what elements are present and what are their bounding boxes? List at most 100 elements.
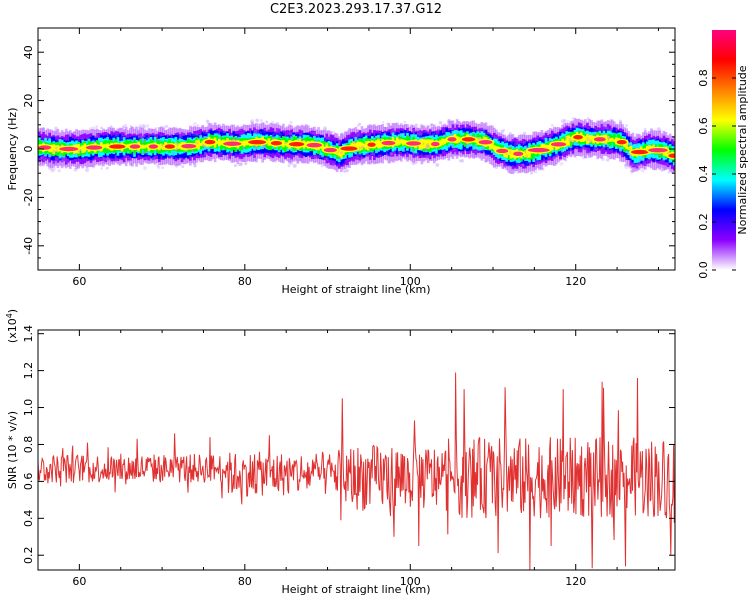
spectrogram-speckle — [76, 163, 80, 167]
spectrogram-speckle — [421, 136, 425, 139]
spectrogram-speckle — [510, 167, 514, 171]
spectrogram-speckle — [311, 131, 316, 136]
spectrogram-speckle — [619, 148, 623, 153]
spectrogram-speckle — [609, 119, 613, 122]
spectrogram-speckle — [42, 126, 45, 130]
colorbar: 0.0 0.2 0.4 0.6 0.8 Normalized spectral ampl… — [697, 30, 749, 279]
spectrogram-speckle — [252, 158, 257, 163]
spectrogram-speckle — [318, 154, 322, 158]
spectrogram-peak — [223, 141, 242, 146]
spectrogram-speckle — [450, 127, 454, 131]
spectrogram-cell — [342, 149, 345, 156]
spectrogram-speckle — [597, 123, 602, 128]
spectrogram-speckle — [555, 153, 560, 158]
spectrogram-speckle — [525, 161, 529, 165]
spectrogram-speckle — [139, 135, 143, 138]
spectrogram-speckle — [636, 162, 641, 167]
spectrogram-speckle — [146, 137, 149, 140]
spectrogram-speckle — [355, 155, 360, 160]
spectrogram-speckle — [667, 171, 671, 174]
spectrogram-cell — [284, 142, 287, 146]
spectrogram-speckle — [419, 123, 424, 128]
spectrogram-speckle — [484, 131, 488, 136]
spectrogram-speckle — [412, 151, 416, 155]
spectrogram-speckle — [633, 141, 636, 145]
spectrogram-speckle — [568, 139, 572, 143]
spectrogram-speckle — [487, 154, 491, 158]
spectrogram-speckle — [559, 128, 563, 132]
spectrogram-speckle — [141, 124, 146, 129]
spectrogram-speckle — [635, 164, 639, 168]
spectrogram-speckle — [596, 123, 600, 126]
spectrogram-speckle — [536, 164, 541, 168]
spectrogram-speckle — [630, 170, 634, 174]
spectrogram-speckle — [204, 135, 209, 139]
spectrogram-speckle — [638, 134, 642, 138]
spectrogram-cell — [337, 150, 341, 157]
spectrogram-speckle — [585, 137, 590, 141]
spectrogram-speckle — [358, 134, 362, 138]
spectrogram-speckle — [451, 144, 454, 148]
spectrogram-cell — [141, 144, 145, 149]
spectrogram-speckle — [261, 145, 265, 150]
y-tick-label: 20 — [22, 94, 35, 108]
spectrogram-speckle — [402, 124, 407, 128]
spectrogram-speckle — [509, 144, 513, 148]
bottom-y-axis: 0.2 0.4 0.6 0.8 1.0 1.2 1.4 — [22, 325, 675, 564]
spectrogram-speckle — [647, 157, 651, 160]
spectrogram-speckle — [276, 149, 281, 153]
spectrogram-speckle — [429, 123, 434, 127]
spectrogram-speckle — [50, 168, 55, 173]
spectrogram-speckle — [658, 153, 662, 158]
spectrogram-speckle — [161, 166, 165, 170]
spectrogram-speckle — [254, 146, 258, 150]
spectrogram-speckle — [165, 158, 168, 162]
spectrogram-speckle — [471, 131, 475, 135]
spectrogram-speckle — [412, 132, 416, 136]
spectrogram-cell — [397, 138, 401, 146]
spectrogram-speckle — [73, 167, 78, 172]
spectrogram-speckle — [54, 126, 58, 131]
spectrogram-speckle — [250, 119, 255, 124]
spectrogram-speckle — [438, 121, 443, 125]
spectrogram-speckle — [541, 167, 545, 171]
spectrogram-peak — [340, 146, 358, 151]
spectrogram-speckle — [157, 165, 161, 169]
spectrogram-speckle — [581, 155, 586, 160]
spectrogram-speckle — [503, 164, 507, 168]
spectrogram-speckle — [624, 131, 629, 136]
spectrogram-speckle — [288, 132, 292, 136]
spectrogram-peak — [164, 144, 175, 149]
spectrogram-speckle — [656, 164, 660, 168]
spectrogram-speckle — [84, 150, 88, 154]
spectrogram-speckle — [513, 142, 518, 147]
spectrogram-speckle — [402, 131, 407, 135]
spectrogram-speckle — [48, 166, 52, 170]
spectrogram-cell — [395, 137, 399, 146]
snr-panel: 60 80 100 120 0.2 0.4 0.6 0.8 1.0 1.2 1.4 Height … — [5, 309, 676, 596]
spectrogram-speckle — [599, 145, 603, 149]
spectrogram-speckle — [184, 159, 189, 163]
spectrogram-speckle — [640, 168, 645, 173]
spectrogram-speckle — [560, 119, 565, 124]
spectrogram-speckle — [299, 133, 303, 137]
spectrogram-speckle — [374, 136, 378, 140]
spectrogram-speckle — [157, 150, 161, 154]
spectrogram-speckle — [254, 130, 258, 133]
spectrogram-speckle — [586, 117, 590, 121]
spectrogram-speckle — [262, 129, 267, 134]
spectrogram-speckle — [444, 133, 447, 137]
spectrogram-speckle — [397, 156, 402, 161]
spectrogram-speckle — [141, 135, 145, 139]
spectrogram-cell — [143, 144, 147, 149]
spectrogram-speckle — [289, 148, 293, 151]
spectrogram-speckle — [628, 153, 633, 158]
spectrogram-speckle — [460, 126, 463, 129]
spectrogram-speckle — [274, 131, 278, 135]
spectrogram-speckle — [570, 153, 574, 157]
spectrogram-speckle — [600, 131, 604, 135]
spectrogram-cell — [102, 144, 105, 149]
spectrogram-cell — [490, 142, 494, 149]
spectrogram-speckle — [137, 126, 142, 130]
spectrogram-speckle — [482, 127, 486, 131]
